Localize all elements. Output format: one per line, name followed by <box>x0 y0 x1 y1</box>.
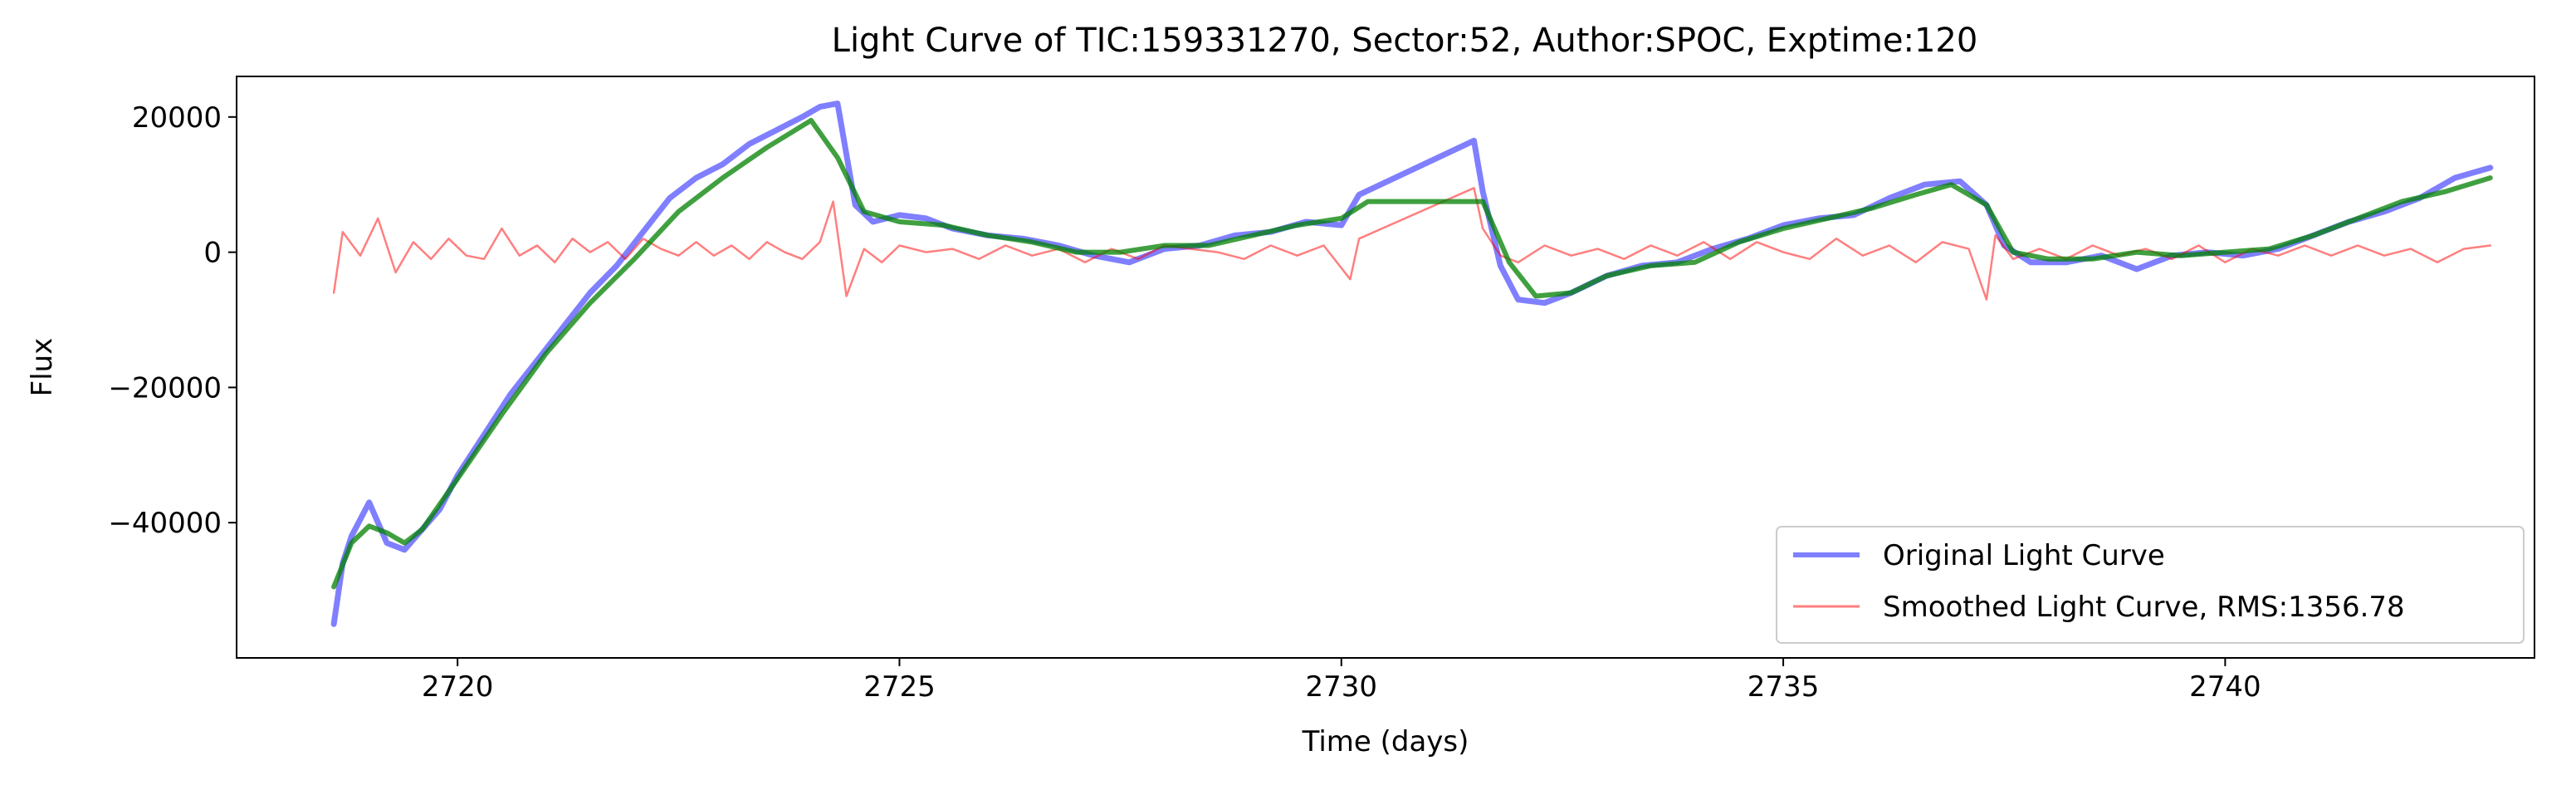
plot-area <box>330 101 2494 627</box>
x-tick-label: 2725 <box>863 670 936 704</box>
y-tick-label: −40000 <box>108 507 222 540</box>
x-axis-label: Time (days) <box>1302 725 1469 758</box>
series-line-trend <box>331 117 2493 590</box>
legend-box <box>1776 526 2525 644</box>
x-axis: 2720 2725 2730 2735 2740 <box>422 658 2261 704</box>
legend: Original Light Curve Smoothed Light Curv… <box>1776 526 2525 644</box>
legend-label-smoothed: Smoothed Light Curve, RMS:1356.78 <box>1883 591 2405 624</box>
y-tick-label: −20000 <box>108 371 222 405</box>
plot-frame <box>236 76 2535 659</box>
y-tick-label: 20000 <box>132 101 222 135</box>
x-tick-label: 2740 <box>2189 670 2261 704</box>
x-tick-label: 2730 <box>1306 670 1378 704</box>
y-tick-label: 0 <box>203 237 222 270</box>
y-axis: 20000 0 −20000 −40000 <box>108 101 237 540</box>
series-line-smoothed <box>332 187 2492 301</box>
legend-label-original: Original Light Curve <box>1883 539 2165 572</box>
y-axis-label: Flux <box>26 338 59 397</box>
chart-title: Light Curve of TIC:159331270, Sector:52,… <box>832 22 1978 60</box>
x-tick-label: 2720 <box>422 670 494 704</box>
x-tick-label: 2735 <box>1747 670 1820 704</box>
